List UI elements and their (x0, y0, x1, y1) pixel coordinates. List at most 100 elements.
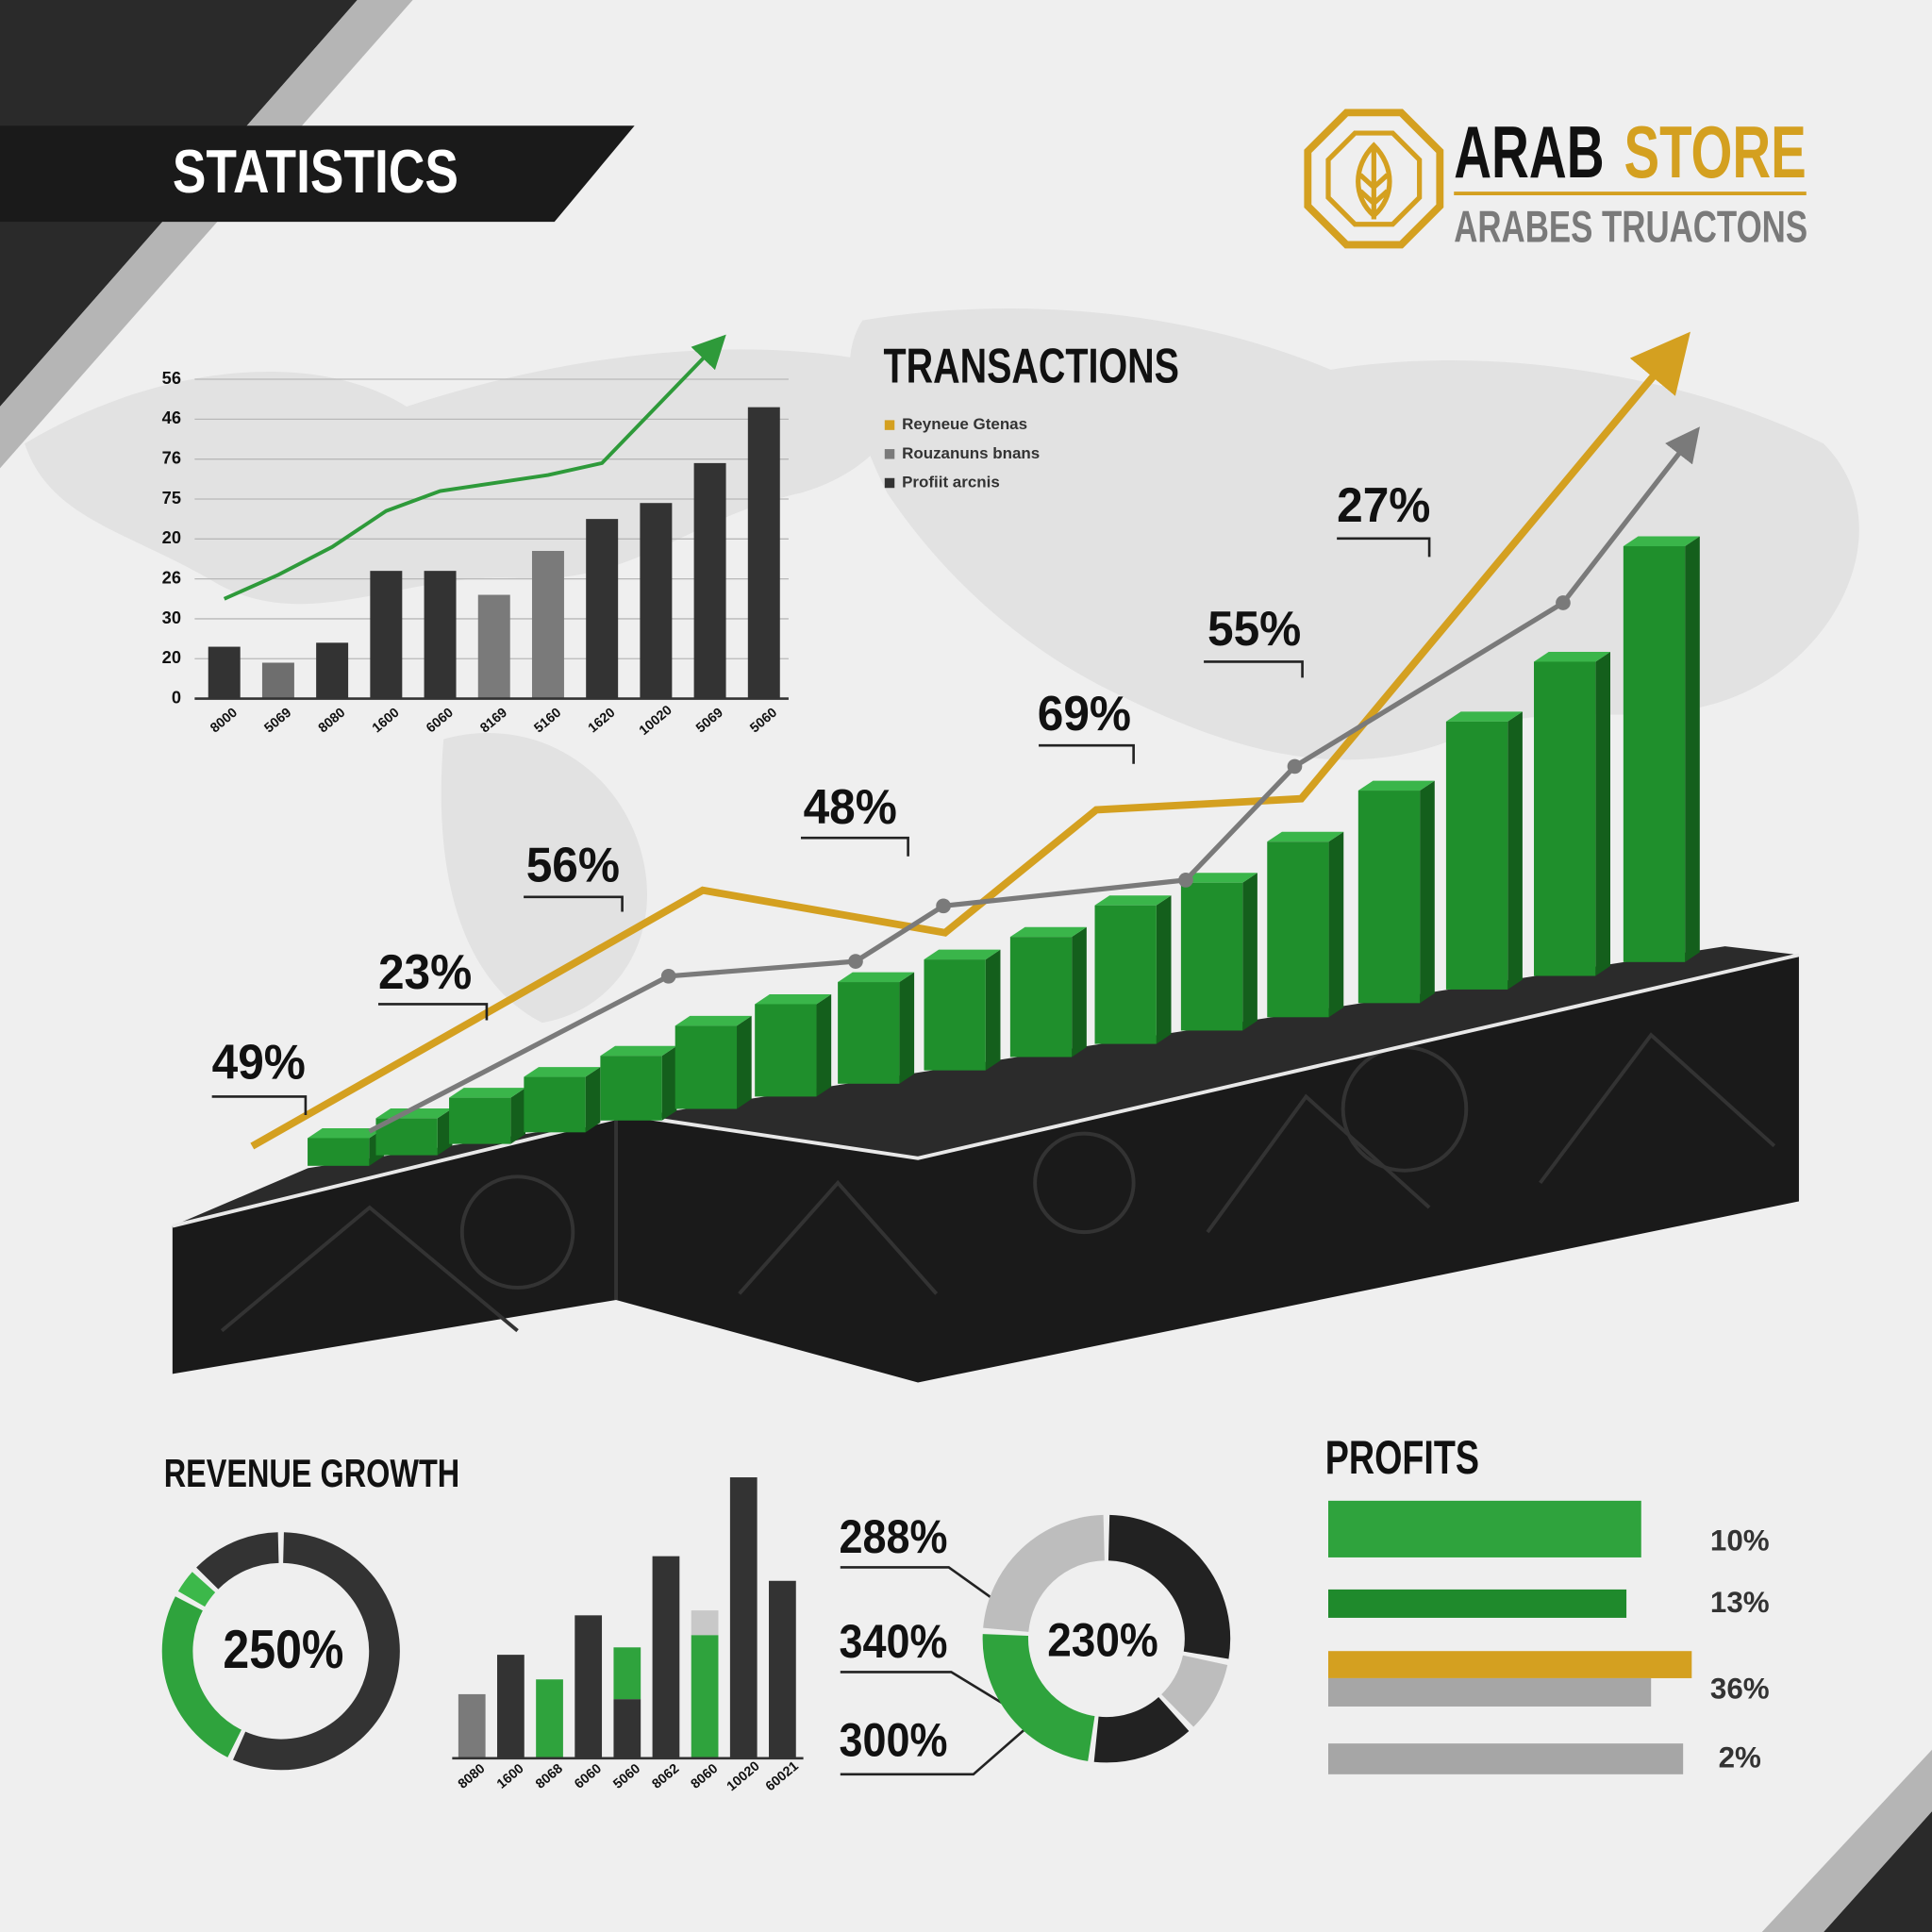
donut-annotation: 300% (839, 1713, 947, 1766)
bar-3d (1180, 873, 1257, 1031)
donut-segment (1108, 1514, 1231, 1659)
bar-3d (755, 993, 832, 1097)
bar (536, 1679, 563, 1758)
annotation: 27% (1337, 478, 1430, 533)
bar (497, 1655, 525, 1758)
annotation-leader (800, 836, 909, 857)
annotation-leader (211, 1095, 308, 1116)
bar (1534, 661, 1596, 976)
bar (1623, 546, 1686, 962)
bar (600, 1056, 662, 1121)
leader-lines (840, 1566, 1034, 1776)
corner-stripe (1761, 1749, 1932, 1932)
y-tick-label: 75 (162, 488, 181, 508)
bar-side (737, 1015, 752, 1109)
annotation-leader (1337, 537, 1431, 558)
bar (1357, 791, 1421, 1004)
bar (691, 1635, 719, 1758)
bar-top (1623, 536, 1700, 547)
bar-top (600, 1045, 677, 1057)
bar-3d (1009, 926, 1087, 1058)
bar-side (1507, 711, 1523, 990)
bar-3d (675, 1015, 752, 1109)
bar-top (1180, 873, 1257, 883)
y-tick-label: 56 (162, 368, 181, 388)
logo-brand-accent: STORE (1624, 110, 1806, 193)
bar (586, 519, 619, 699)
bar-3d (924, 949, 1001, 1071)
bar-3d (838, 972, 915, 1084)
bar (370, 571, 403, 699)
bar-top (675, 1015, 752, 1026)
logo-tagline: ARABES TRUACTONS (1454, 202, 1807, 252)
donut-segment (1160, 1654, 1228, 1727)
y-tick-label: 20 (162, 647, 181, 667)
bar-top (308, 1127, 385, 1139)
legend-label: Reyneue Gtenas (902, 415, 1027, 433)
legend-swatch (884, 420, 895, 430)
donut-center-label: 250% (223, 1620, 343, 1680)
platform-top (172, 946, 1799, 1226)
bar (524, 1076, 586, 1133)
line-point (1287, 758, 1303, 774)
bar-annotation: 2% (1719, 1740, 1761, 1774)
header-band (0, 125, 635, 223)
donut-annotation: 288% (839, 1510, 947, 1563)
bar-top (1445, 711, 1523, 722)
bar-3d (1267, 831, 1344, 1018)
bar (924, 959, 986, 1071)
bar-side (1242, 873, 1257, 1031)
y-tick-label: 76 (162, 447, 181, 467)
line-point (1556, 595, 1571, 610)
legend-label: Rouzanuns bnans (902, 444, 1040, 462)
bar-top (755, 993, 832, 1005)
bar (424, 571, 457, 699)
donut-segment (196, 1532, 280, 1590)
bar-3d (1445, 711, 1523, 990)
bar-annotation: 36% (1710, 1672, 1770, 1705)
bar-top (1357, 780, 1435, 791)
bar (308, 1138, 370, 1166)
bar-3d (308, 1127, 385, 1166)
line-point (660, 968, 676, 984)
line-point (1178, 873, 1193, 888)
bar (838, 982, 900, 1084)
bar-3d (375, 1108, 453, 1156)
bar-side (510, 1088, 526, 1144)
bar-top (1094, 895, 1172, 906)
bar (1180, 882, 1243, 1031)
bar (675, 1025, 738, 1109)
y-tick-label: 0 (172, 687, 181, 707)
bar-side (1685, 536, 1700, 962)
annotation-leader (377, 1003, 489, 1021)
bar-top (449, 1088, 526, 1098)
corner-stripe (0, 0, 413, 469)
donut-segment (983, 1514, 1106, 1633)
bar-side (899, 972, 915, 1084)
bar (458, 1693, 486, 1758)
annotation: 49% (212, 1036, 306, 1091)
bar-side (1595, 652, 1610, 976)
bar-side (585, 1067, 601, 1133)
y-tick-label: 20 (162, 527, 181, 547)
world-map (25, 308, 1859, 1024)
bar-annotation: 10% (1710, 1524, 1770, 1557)
bar (449, 1097, 511, 1144)
legend-swatch (884, 477, 895, 489)
donut-segment (233, 1532, 400, 1771)
annotation-leader (1204, 660, 1304, 678)
annotation-leader (1039, 743, 1135, 764)
chart-title: TRANSACTIONS (883, 340, 1178, 394)
bar-3d (449, 1088, 526, 1144)
logo-brand: ARAB (1454, 110, 1604, 193)
bar-3d (1623, 536, 1700, 962)
bar (755, 1004, 817, 1097)
bar (1328, 1589, 1627, 1618)
bar-3d (1094, 895, 1172, 1044)
annotation: 55% (1208, 602, 1301, 657)
bar (652, 1556, 680, 1758)
bar-top (524, 1067, 601, 1077)
bar (613, 1647, 641, 1700)
bar-annotation: 13% (1710, 1586, 1770, 1619)
